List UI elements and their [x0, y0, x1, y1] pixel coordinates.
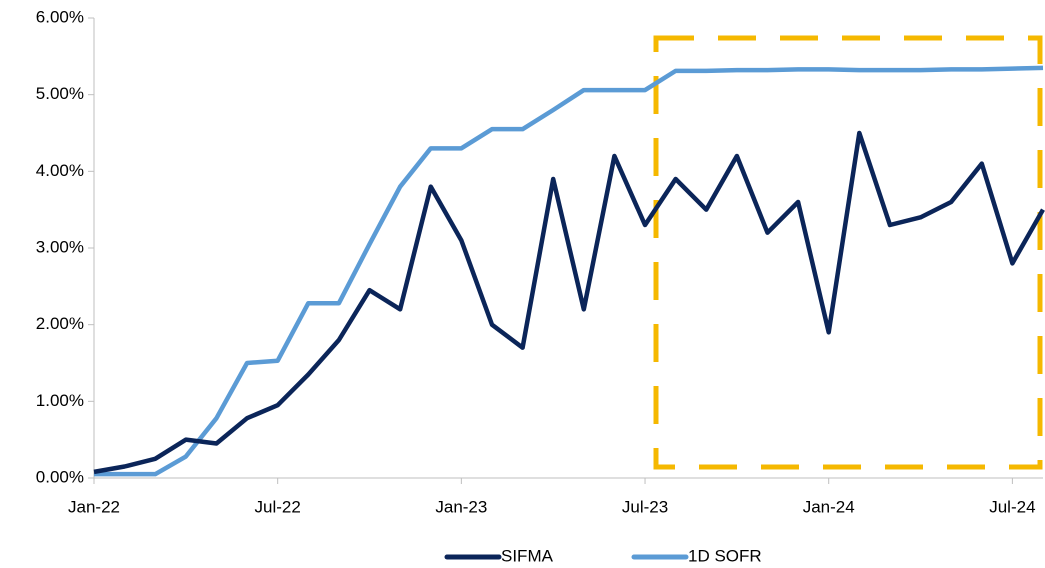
y-tick-label: 3.00%	[36, 237, 84, 256]
x-tick-label: Jul-24	[989, 497, 1035, 516]
y-tick-label: 5.00%	[36, 84, 84, 103]
x-tick-label: Jan-24	[803, 497, 855, 516]
series-line	[94, 65, 1044, 477]
y-tick-label: 2.00%	[36, 314, 84, 333]
x-tick-label: Jan-22	[68, 497, 120, 516]
y-tick-label: 6.00%	[36, 7, 84, 26]
x-tick-label: Jul-23	[622, 497, 668, 516]
x-tick-label: Jan-23	[435, 497, 487, 516]
highlight-box	[653, 35, 1043, 470]
y-tick-label: 4.00%	[36, 161, 84, 180]
series-line	[93, 130, 1045, 475]
legend-label: 1D SOFR	[688, 546, 762, 565]
y-tick-label: 0.00%	[36, 467, 84, 486]
x-tick-label: Jul-22	[255, 497, 301, 516]
legend-label: SIFMA	[501, 546, 554, 565]
y-tick-label: 1.00%	[36, 391, 84, 410]
